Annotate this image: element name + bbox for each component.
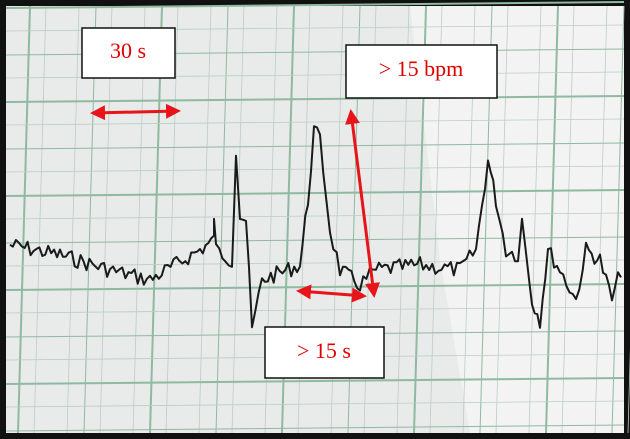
label-box xyxy=(264,326,385,379)
grid-line xyxy=(5,95,625,103)
grid-line xyxy=(528,5,542,434)
arrow-15bpm xyxy=(345,109,380,298)
label: 30 s xyxy=(110,38,146,63)
grid-line xyxy=(5,142,625,150)
label-box xyxy=(345,44,498,99)
grid-line xyxy=(5,306,625,314)
grid-line xyxy=(561,5,575,434)
grid-line xyxy=(5,400,625,408)
paper-right xyxy=(410,6,624,433)
arrow-30s xyxy=(90,103,181,121)
grid-line xyxy=(594,5,608,434)
grid-line xyxy=(5,118,625,126)
grid-line xyxy=(198,5,212,434)
grid-line xyxy=(545,5,559,434)
grid-line xyxy=(5,165,625,173)
label: > 15 s xyxy=(297,338,351,363)
grid-line xyxy=(5,424,625,432)
grid-line xyxy=(165,5,179,434)
grid-line xyxy=(5,259,625,267)
label-box xyxy=(81,27,176,79)
grid-line xyxy=(495,5,509,434)
grid-line xyxy=(5,189,625,197)
grid-line xyxy=(5,377,625,385)
grid-line xyxy=(5,1,625,9)
grid-line xyxy=(611,5,625,434)
label: > 15 bpm xyxy=(379,56,464,81)
arrow-15s xyxy=(296,284,367,303)
fhr-trace xyxy=(9,125,622,329)
grid-line xyxy=(231,5,245,434)
grid-line xyxy=(5,212,625,220)
grid-line xyxy=(17,5,31,434)
grid-line xyxy=(215,5,229,434)
grid-line xyxy=(33,5,47,434)
